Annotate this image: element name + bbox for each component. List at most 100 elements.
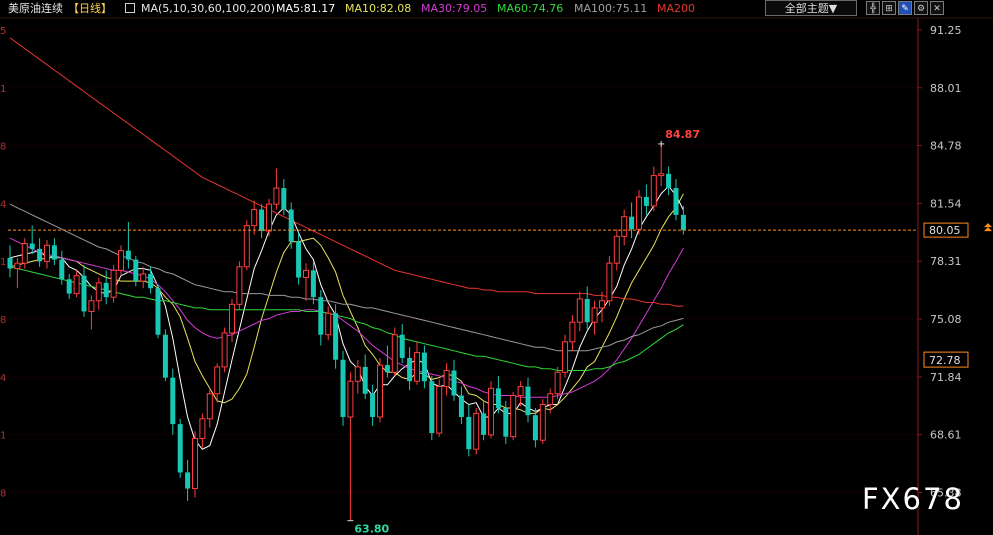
candle-body: [481, 413, 487, 435]
candle-body: [162, 334, 168, 378]
candle-body: [525, 386, 531, 416]
candle-body: [606, 262, 613, 302]
candle-body: [650, 175, 657, 207]
draw-icon[interactable]: ✎: [898, 1, 912, 15]
candle-body: [133, 259, 139, 282]
indicator-bar: 美原油连续 【日线】 MA(5,10,30,60,100,200) MA5:81…: [0, 0, 993, 18]
candle-body: [458, 395, 464, 417]
candle-body: [666, 173, 672, 189]
current-price-label: 80.05: [929, 224, 961, 237]
ma5-value: MA5:81.17: [276, 2, 336, 15]
candle-body: [584, 298, 590, 323]
candle-body: [66, 279, 72, 294]
candle-body: [251, 209, 258, 227]
y-tick-label: 91.25: [930, 24, 962, 37]
candle-body: [59, 259, 65, 280]
candle-body: [407, 357, 413, 382]
candle-body: [384, 365, 390, 373]
y-tick-label: 71.84: [930, 371, 962, 384]
left-tick-label: 4: [0, 373, 6, 384]
candle-body: [370, 393, 376, 417]
y-tick-label: 81.54: [930, 197, 962, 210]
candle-body: [443, 369, 450, 388]
candle-body: [14, 262, 21, 270]
close-icon[interactable]: ✕: [930, 1, 944, 15]
candle-body: [229, 303, 235, 334]
candle-body: [554, 371, 561, 395]
y-tick-label: 65.38: [930, 486, 962, 499]
candle-body: [88, 300, 95, 312]
price-arrow-icon: [984, 223, 992, 232]
candle-body: [221, 332, 228, 368]
period-label[interactable]: 【日线】: [68, 2, 112, 15]
ma100-value: MA100:75.11: [574, 2, 648, 15]
candle-body: [170, 377, 176, 425]
candle-body: [495, 388, 501, 409]
theme-select[interactable]: 全部主题▼: [765, 0, 857, 16]
candle-body: [95, 282, 102, 302]
candle-body: [354, 366, 361, 382]
candle-body: [517, 386, 524, 397]
left-tick-label: 1: [0, 257, 6, 268]
left-tick-label: 1: [0, 431, 6, 442]
candle-body: [273, 187, 280, 205]
candle-body: [503, 408, 509, 437]
left-tick-label: 4: [0, 199, 6, 210]
left-tick-label: 1: [0, 84, 6, 95]
candle-body: [325, 312, 332, 336]
candle-body: [333, 313, 339, 360]
candle-body: [192, 437, 198, 490]
candle-body: [281, 188, 287, 210]
candle-body: [199, 418, 206, 439]
candle-body: [288, 209, 294, 242]
candle-body: [569, 321, 576, 343]
candle-body: [125, 250, 131, 260]
ma200-value: MA200: [657, 2, 696, 15]
candle-body: [562, 341, 568, 373]
ma-params[interactable]: MA(5,10,30,60,100,200): [141, 2, 276, 15]
left-tick-label: 8: [0, 142, 6, 153]
settings-icon[interactable]: ⚙: [914, 1, 928, 15]
ma-line-ma60: [9, 266, 684, 371]
y-tick-label: 88.01: [930, 82, 962, 95]
candle-body: [51, 245, 57, 260]
candle-body: [140, 273, 147, 282]
candle-body: [243, 225, 250, 268]
left-tick-label: 8: [0, 315, 6, 326]
candle-body: [488, 387, 494, 436]
watermark-logo: FX678: [862, 482, 964, 516]
ma-line-ma200: [9, 37, 684, 307]
candle-body: [206, 393, 213, 420]
candle-body: [110, 269, 117, 298]
candle-body: [680, 214, 686, 231]
instrument-name[interactable]: 美原油连续: [8, 2, 63, 15]
candle-body: [599, 300, 605, 309]
candle-body: [29, 243, 35, 249]
candle-body: [547, 393, 554, 405]
zoom-icon[interactable]: ⊞: [882, 1, 896, 15]
candle-body: [421, 352, 427, 382]
candle-body: [21, 243, 28, 264]
annotation-low: 63.80: [354, 523, 389, 535]
secondary-price-label: 72.78: [929, 354, 961, 367]
candle-body: [7, 257, 13, 269]
ma10-value: MA10:82.08: [345, 2, 412, 15]
crosshair-icon[interactable]: ╬: [866, 1, 880, 15]
candle-body: [636, 196, 642, 230]
candle-body: [177, 424, 183, 473]
left-tick-label: 5: [0, 26, 6, 37]
candle-body: [673, 188, 679, 215]
candle-body: [303, 269, 309, 279]
candle-body: [391, 334, 398, 373]
candle-body: [37, 248, 43, 262]
candle-body: [436, 386, 443, 434]
checkbox-icon[interactable]: [125, 3, 135, 13]
left-tick-label: 8: [0, 488, 6, 499]
candle-body: [347, 380, 354, 418]
current-price-box: [923, 222, 969, 238]
candle-body: [73, 275, 80, 295]
candle-body: [643, 197, 649, 206]
y-tick-label: 68.61: [930, 429, 962, 442]
candle-body: [259, 209, 265, 232]
